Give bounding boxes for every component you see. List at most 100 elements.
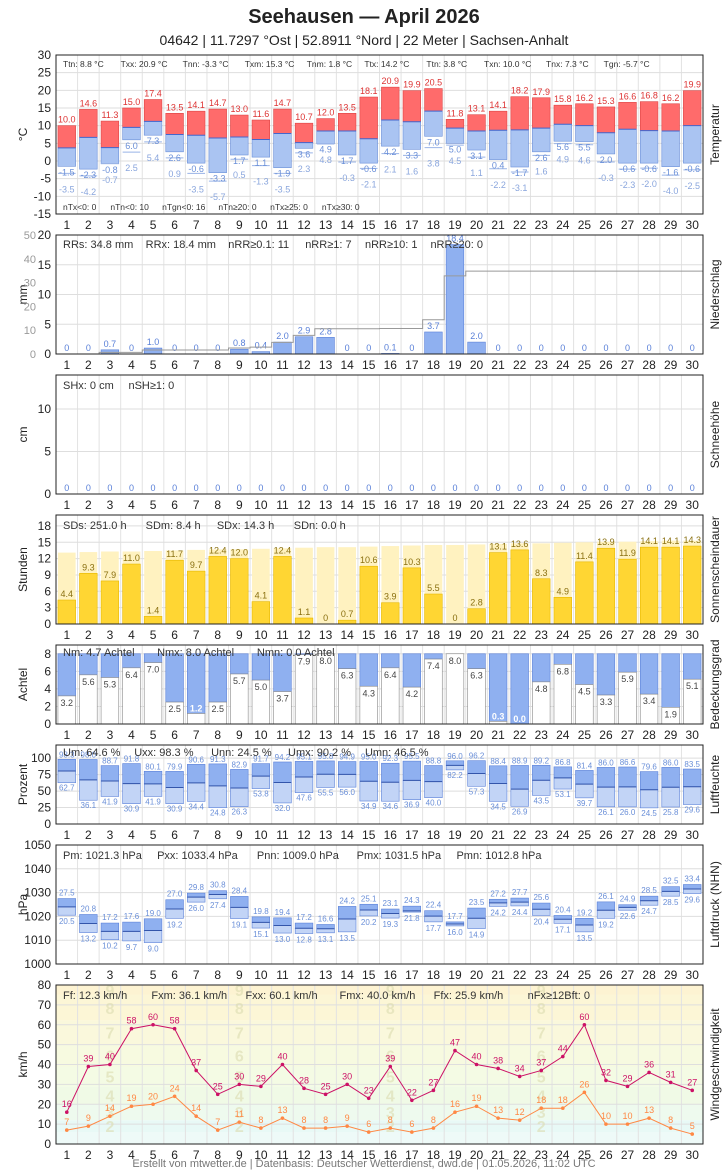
cloud-bar [338, 653, 357, 669]
precip-label: 0 [64, 343, 69, 353]
y-tick-label: 50 [38, 784, 52, 798]
x-tick-label: 9 [236, 358, 243, 372]
x-tick-label: 29 [664, 498, 678, 512]
y-axis-label: mm [16, 285, 30, 305]
x-tick-label: 22 [513, 1148, 527, 1162]
tground-label: -2.5 [684, 181, 700, 191]
hum-upper-bar [402, 760, 421, 781]
tmin-label: 7.3 [147, 136, 160, 146]
precip-label: 1.0 [147, 337, 160, 347]
sun-label: 4.9 [557, 586, 570, 596]
sun-bar [532, 578, 551, 625]
hum-min-label: 32.0 [275, 804, 291, 813]
y-tick-label: 20 [38, 228, 52, 242]
press-min-label: 19.1 [232, 921, 248, 930]
sun-bar [100, 580, 120, 625]
sun-bar [381, 602, 400, 625]
x-tick-label: 12 [297, 728, 311, 742]
hum-min-label: 30.9 [167, 805, 183, 814]
precip-bar [143, 347, 163, 355]
tmin-bar [316, 130, 335, 144]
tmin-label: 3.1 [470, 151, 483, 161]
beaufort-label: 6 [386, 1049, 395, 1066]
wind-point [280, 1116, 285, 1120]
stats-label: SDn: 0.0 h [294, 520, 346, 532]
wind-label: 37 [536, 1057, 546, 1067]
panel-side-label: Schneehöhe [708, 400, 722, 468]
press-max-label: 30.8 [210, 881, 226, 890]
x-tick-label: 22 [513, 968, 527, 982]
stats-label: SDs: 251.0 h [63, 520, 127, 532]
cloud-label: 7.4 [427, 661, 440, 671]
sun-bar [683, 545, 702, 625]
cloud-bar [532, 653, 551, 683]
stats-label: Pmn: 1012.8 hPa [456, 850, 542, 862]
press-upper-bar [424, 910, 443, 917]
tmax-label: 15.8 [554, 94, 572, 104]
cloud-bar [402, 653, 421, 688]
press-upper-bar [230, 896, 249, 908]
beaufort-label: 9 [235, 983, 244, 1000]
tmax-label: 13.5 [166, 102, 184, 112]
cloud-bar [683, 653, 702, 680]
press-upper-bar [639, 895, 659, 901]
x-tick-label: 27 [621, 728, 635, 742]
x-tick-label: 5 [150, 968, 157, 982]
y-tick-label: 1040 [24, 862, 51, 876]
x-tick-label: 26 [599, 728, 613, 742]
stats-label: Tnm: 1.8 °C [307, 59, 352, 69]
sun-label: 10.6 [360, 555, 378, 565]
cloud-label: 5.0 [255, 682, 268, 692]
wind-label: 34 [515, 1063, 525, 1073]
x-tick-label: 19 [448, 498, 462, 512]
x-tick-label: 2 [85, 828, 92, 842]
x-tick-label: 6 [171, 498, 178, 512]
x-tick-label: 4 [128, 498, 135, 512]
hum-lower-bar [165, 787, 184, 804]
y-tick-label: 0 [44, 617, 51, 631]
wind-label: 8 [302, 1115, 307, 1125]
stats-label: nTgn<0: 16 [162, 202, 206, 212]
x-tick-label: 15 [362, 358, 376, 372]
x-tick-label: 17 [405, 218, 419, 232]
tmin-bar [294, 142, 314, 149]
x-tick-label: 11 [276, 498, 289, 512]
y-tick-label: 25 [38, 66, 52, 80]
y-tick-label-cumulative: 20 [24, 301, 36, 313]
tmin-bar [165, 134, 184, 153]
tmax-bar [488, 110, 508, 131]
hum-upper-bar [79, 759, 98, 781]
stats-label: Ttn: 8.8 °C [63, 59, 104, 69]
x-tick-label: 15 [362, 828, 376, 842]
press-lower-bar [488, 902, 508, 907]
tmin-bar [424, 110, 443, 137]
wind-point [129, 1026, 134, 1031]
press-lower-bar [381, 913, 400, 919]
cloud-label: 6.4 [384, 670, 397, 680]
wind-point [582, 1090, 587, 1095]
beaufort-label: 7 [537, 1026, 546, 1043]
sun-bar [424, 593, 443, 625]
press-min-label: 26.0 [188, 904, 204, 913]
snow-label: 0 [151, 483, 156, 493]
y-tick-label: 10 [38, 1117, 52, 1131]
snow-label: 0 [258, 483, 263, 493]
precip-label: 2.9 [298, 326, 311, 336]
stats-label: SDm: 8.4 h [146, 520, 201, 532]
tmin-label: 2.0 [600, 155, 613, 165]
press-max-label: 17.6 [124, 912, 140, 921]
y-axis-label: Stunden [16, 547, 30, 592]
y-tick-label: 1020 [24, 909, 51, 923]
wind-label: 47 [450, 1038, 460, 1048]
x-tick-label: 26 [599, 828, 613, 842]
x-tick-label: 1 [63, 828, 70, 842]
hum-upper-bar [359, 761, 378, 782]
tground-label: -3.5 [59, 184, 75, 194]
tmin-bar [402, 121, 421, 150]
wind-label: 22 [407, 1087, 417, 1097]
x-tick-label: 18 [427, 1148, 441, 1162]
x-tick-label: 28 [642, 828, 656, 842]
x-tick-label: 21 [491, 628, 505, 642]
cloud-label: 3.3 [600, 697, 613, 707]
x-tick-label: 27 [621, 358, 635, 372]
